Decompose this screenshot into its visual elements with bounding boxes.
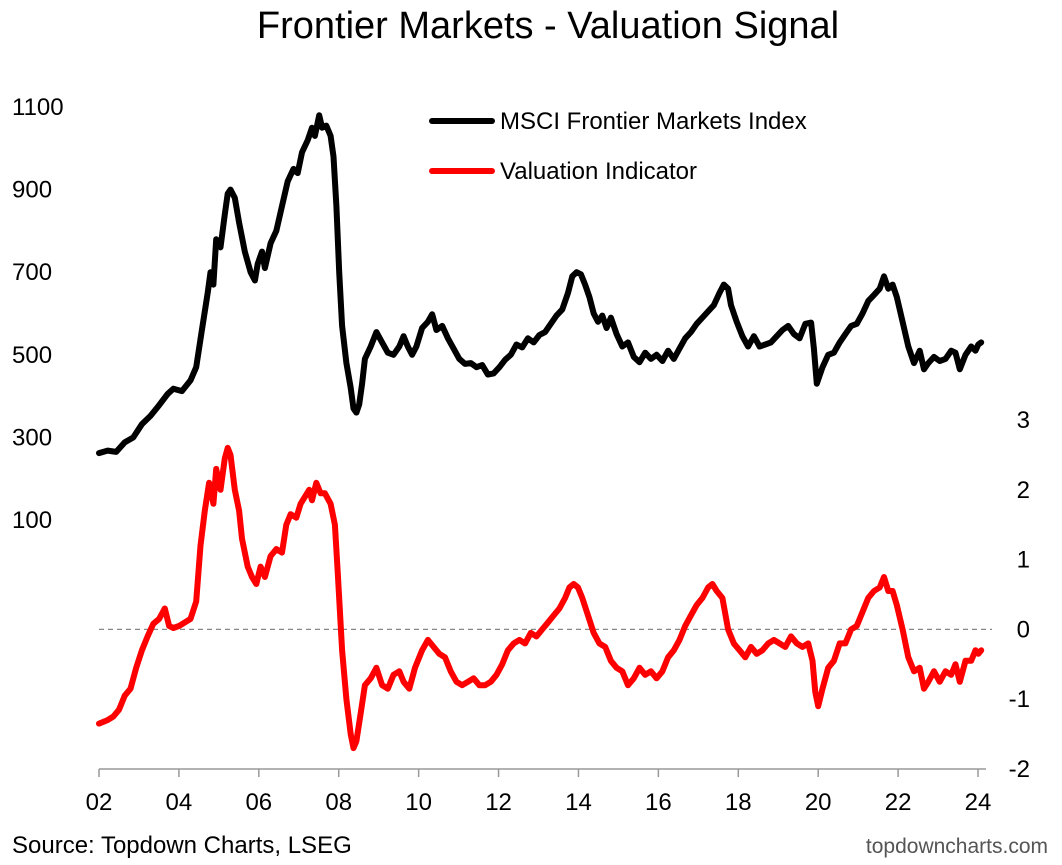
x-tick-label: 06: [245, 789, 272, 816]
right-tick-label: 0: [1017, 616, 1030, 643]
x-tick-label: 04: [166, 789, 193, 816]
series: [96, 112, 985, 752]
left-tick-label: 300: [12, 424, 52, 451]
left-tick-label: 500: [12, 342, 52, 369]
x-tick-label: 20: [805, 789, 832, 816]
left-tick-label: 900: [12, 177, 52, 204]
left-tick-label: 700: [12, 259, 52, 286]
right-tick-label: 2: [1017, 477, 1030, 504]
source-note: Source: Topdown Charts, LSEG: [12, 832, 352, 859]
x-tick-label: 14: [565, 789, 592, 816]
right-tick-label: 1: [1017, 547, 1030, 574]
x-tick-label: 22: [885, 789, 912, 816]
x-axis: 02 04 06 08 10 12 14 16 18 20 22 24: [86, 768, 992, 816]
x-tick-label: 18: [725, 789, 752, 816]
x-tick-label: 08: [325, 789, 352, 816]
legend-label-valuation: Valuation Indicator: [500, 158, 697, 185]
x-tick-label: 02: [86, 789, 113, 816]
right-tick-label: -2: [1009, 756, 1030, 783]
right-tick-label: -1: [1009, 686, 1030, 713]
valuation-indicator-line: [96, 444, 985, 752]
x-tick-label: 24: [965, 789, 992, 816]
msci-frontier-index-line: [96, 112, 985, 457]
right-axis-ticks: -2 -1 0 1 2 3: [1009, 407, 1030, 783]
legend-label-msci: MSCI Frontier Markets Index: [500, 108, 807, 135]
x-tick-label: 12: [485, 789, 512, 816]
x-tick-label: 16: [645, 789, 672, 816]
right-tick-label: 3: [1017, 407, 1030, 434]
legend: MSCI Frontier Markets Index Valuation In…: [429, 108, 807, 185]
left-tick-label: 1100: [12, 94, 64, 121]
x-tick-label: 10: [405, 789, 432, 816]
left-tick-label: 100: [12, 507, 52, 534]
watermark: topdowncharts.com: [866, 835, 1048, 858]
chart-title: Frontier Markets - Valuation Signal: [257, 5, 839, 47]
left-axis-ticks: 100 300 500 700 900 1100: [12, 94, 64, 534]
